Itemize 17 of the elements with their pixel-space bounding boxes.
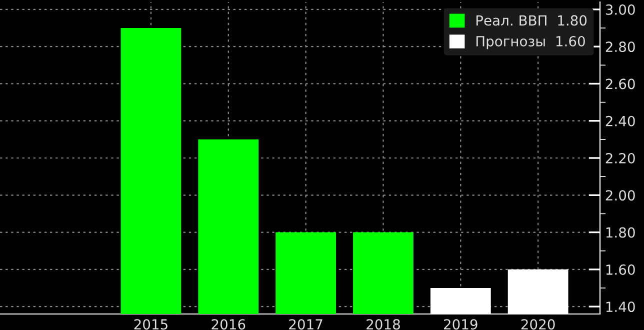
y-tick-label: 1.40 — [606, 302, 635, 312]
x-tick-label: 2019 — [444, 319, 478, 330]
y-tick-label: 2.40 — [606, 116, 635, 126]
x-tick-label: 2020 — [521, 319, 555, 330]
y-tick-label: 2.00 — [606, 190, 635, 201]
x-tick-label: 2017 — [289, 319, 322, 330]
y-tick-label: 3.00 — [606, 4, 635, 15]
y-tick-label: 1.60 — [606, 264, 635, 275]
x-tick-label: 2018 — [366, 319, 400, 330]
x-tick-label: 2015 — [134, 319, 168, 330]
y-tick-label: 2.20 — [606, 152, 635, 164]
y-tick-label: 2.60 — [606, 78, 635, 90]
legend-label: Прогнозы 1.60 — [476, 36, 585, 50]
legend-label: Реал. ВВП 1.80 — [476, 15, 587, 26]
y-tick-label: 2.80 — [606, 42, 635, 52]
y-tick-label: 1.80 — [606, 227, 635, 238]
x-tick-label: 2016 — [212, 319, 246, 330]
